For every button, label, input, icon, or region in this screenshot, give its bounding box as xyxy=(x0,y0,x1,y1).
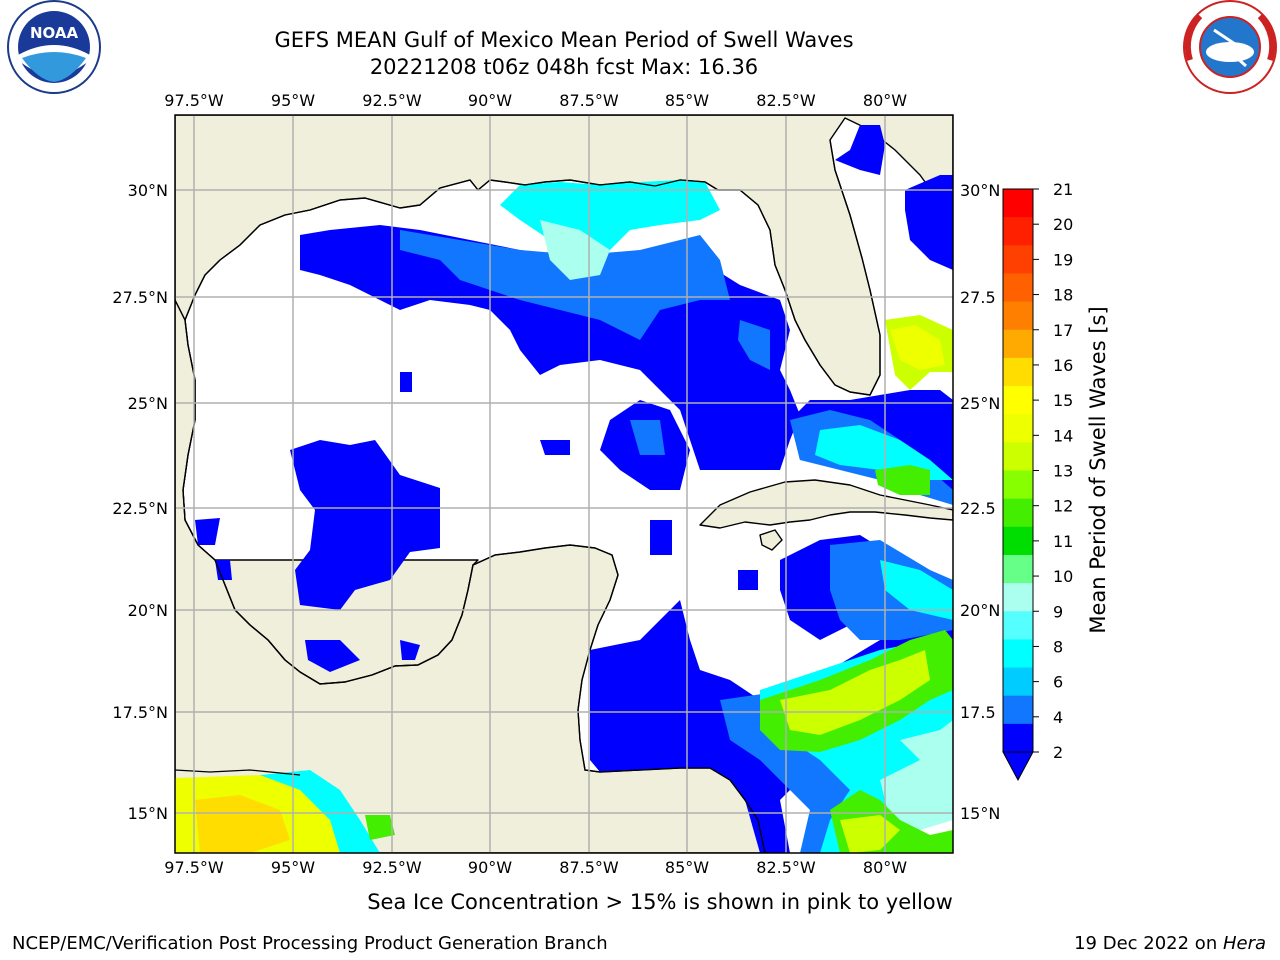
colorbar-label: 8 xyxy=(1053,637,1063,656)
colorbar-swatch xyxy=(1003,470,1033,500)
colorbar-label: 13 xyxy=(1053,462,1073,481)
colorbar-label: 15 xyxy=(1053,391,1073,410)
lon-labels-top: 97.5°W 95°W 92.5°W 90°W 87.5°W 85°W 82.5… xyxy=(164,91,907,110)
colorbar-swatch xyxy=(1003,414,1033,443)
map-frame xyxy=(174,114,954,854)
lon-label: 97.5°W xyxy=(164,858,224,877)
colorbar-swatch xyxy=(1003,723,1033,753)
lon-label: 80°W xyxy=(863,858,907,877)
lon-label: 85°W xyxy=(665,91,709,110)
colorbar-label: 17 xyxy=(1053,321,1073,340)
lat-label: 15°N xyxy=(128,804,168,823)
colorbar-extend-arrow xyxy=(1002,751,1034,782)
colorbar-swatch xyxy=(1003,667,1033,697)
lon-label: 97.5°W xyxy=(164,91,224,110)
colorbar-swatch xyxy=(1003,695,1033,725)
map-area xyxy=(175,115,953,853)
lat-label: 22.5 xyxy=(960,499,996,518)
colorbar-labels: 21 20 19 18 17 16 15 14 13 12 11 10 9 8 6 4 2 xyxy=(1033,180,1073,762)
lon-label: 95°W xyxy=(271,858,315,877)
lat-label: 25°N xyxy=(960,394,1000,413)
colorbar-swatch xyxy=(1003,357,1033,387)
colorbar-swatch xyxy=(1003,273,1033,303)
colorbar-label: 9 xyxy=(1053,602,1063,621)
lon-label: 92.5°W xyxy=(362,858,422,877)
lat-label: 22.5°N xyxy=(112,499,168,518)
map-subtitle: 20221208 t06z 048h fcst Max: 16.36 xyxy=(369,55,759,79)
lat-label: 27.5°N xyxy=(112,288,168,307)
colorbar-swatch xyxy=(1003,554,1033,584)
colorbar-label: 21 xyxy=(1053,180,1073,199)
colorbar-title: Mean Period of Swell Waves [s] xyxy=(1086,306,1110,633)
noaa-logo: NOAA xyxy=(7,0,101,94)
lat-label: 25°N xyxy=(128,394,168,413)
lon-label: 95°W xyxy=(271,91,315,110)
lat-label: 30°N xyxy=(960,181,1000,200)
map-grid xyxy=(175,115,953,853)
colorbar-swatch xyxy=(1003,189,1033,218)
colorbar-swatch xyxy=(1003,217,1033,246)
colorbar-label: 12 xyxy=(1053,497,1073,516)
colorbar-label: 10 xyxy=(1053,567,1073,586)
swell-field xyxy=(175,125,953,853)
nws-logo xyxy=(1183,0,1277,94)
colorbar-swatch xyxy=(1003,442,1033,471)
lat-label: 17.5 xyxy=(960,703,996,722)
lat-label: 30°N xyxy=(128,181,168,200)
colorbar-swatch xyxy=(1003,386,1033,415)
colorbar-swatch xyxy=(1003,329,1033,359)
colorbar-label: 11 xyxy=(1053,532,1073,551)
date-host-text: 19 Dec 2022 on Hera xyxy=(1074,933,1266,954)
date-text: 19 Dec 2022 on xyxy=(1074,933,1223,954)
lat-labels-left: 30°N 27.5°N 25°N 22.5°N 20°N 17.5°N 15°N xyxy=(112,181,168,823)
lon-labels-bottom: 97.5°W 95°W 92.5°W 90°W 87.5°W 85°W 82.5… xyxy=(164,858,907,877)
lon-label: 85°W xyxy=(665,858,709,877)
lon-label: 80°W xyxy=(863,91,907,110)
colorbar-swatch xyxy=(1003,583,1033,612)
colorbar-swatch xyxy=(1003,245,1033,274)
colorbar-swatch xyxy=(1003,498,1033,528)
colorbar-swatch xyxy=(1003,639,1033,669)
lat-label: 20°N xyxy=(128,601,168,620)
coastline xyxy=(175,139,881,853)
lon-label: 90°W xyxy=(468,858,512,877)
lat-labels-right: 30°N 27.5 25°N 22.5 20°N 17.5 15°N xyxy=(960,181,1000,823)
lat-label: 17.5°N xyxy=(112,703,168,722)
sea-ice-caption: Sea Ice Concentration > 15% is shown in … xyxy=(367,890,953,914)
colorbar-swatch xyxy=(1003,301,1033,331)
colorbar-label: 2 xyxy=(1053,743,1063,762)
colorbar-swatches xyxy=(1003,189,1033,753)
colorbar-label: 14 xyxy=(1053,426,1073,445)
colorbar-label: 4 xyxy=(1053,708,1063,727)
lon-label: 82.5°W xyxy=(756,91,816,110)
map-title: GEFS MEAN Gulf of Mexico Mean Period of … xyxy=(274,28,854,52)
lat-label: 27.5 xyxy=(960,288,996,307)
colorbar-label: 6 xyxy=(1053,673,1063,692)
lon-label: 82.5°W xyxy=(756,858,816,877)
lon-label: 90°W xyxy=(468,91,512,110)
colorbar-swatch xyxy=(1003,526,1033,556)
colorbar-label: 16 xyxy=(1053,356,1073,375)
lat-label: 20°N xyxy=(960,601,1000,620)
colorbar-label: 19 xyxy=(1053,250,1073,269)
lon-label: 87.5°W xyxy=(559,91,619,110)
svg-text:NOAA: NOAA xyxy=(30,24,79,42)
colorbar: 21 20 19 18 17 16 15 14 13 12 11 10 9 8 6 4 2 Mean Perio… xyxy=(1002,180,1110,782)
lon-label: 92.5°W xyxy=(362,91,422,110)
host-name: Hera xyxy=(1222,933,1266,954)
colorbar-swatch xyxy=(1003,611,1033,640)
colorbar-label: 20 xyxy=(1053,215,1073,234)
lat-label: 15°N xyxy=(960,804,1000,823)
credit-text: NCEP/EMC/Verification Post Processing Pr… xyxy=(12,933,608,954)
colorbar-label: 18 xyxy=(1053,286,1073,305)
lon-label: 87.5°W xyxy=(559,858,619,877)
